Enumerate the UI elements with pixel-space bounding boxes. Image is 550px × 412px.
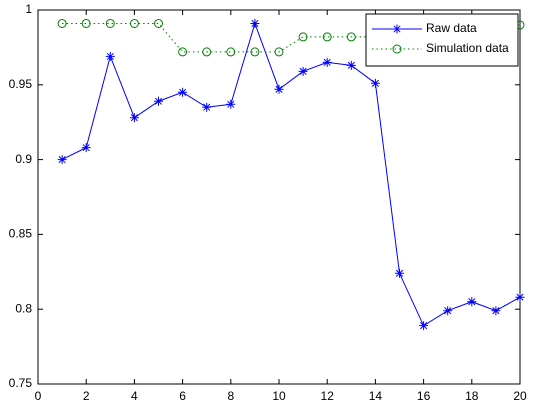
marker-circle	[226, 47, 236, 57]
x-tick-label: 4	[131, 389, 138, 403]
legend-marker	[392, 44, 402, 54]
legend-label: Simulation data	[426, 41, 509, 55]
x-tick-label: 14	[369, 389, 383, 403]
x-tick-label: 20	[513, 389, 527, 403]
marker-star	[298, 66, 308, 76]
marker-star	[105, 51, 115, 61]
marker-star	[443, 306, 453, 316]
marker-circle	[81, 18, 91, 28]
marker-star	[178, 87, 188, 97]
marker-star	[57, 155, 67, 165]
marker-circle	[105, 18, 115, 28]
marker-circle	[250, 47, 260, 57]
marker-star	[250, 18, 260, 28]
y-tick-label: 1	[25, 2, 32, 16]
marker-star	[395, 268, 404, 278]
legend-box	[365, 13, 519, 67]
legend-marker	[392, 24, 402, 34]
x-tick-label: 6	[179, 389, 186, 403]
marker-star	[467, 297, 477, 307]
marker-circle	[129, 18, 139, 28]
x-tick-label: 10	[272, 389, 286, 403]
marker-star	[274, 84, 284, 94]
series-line	[61, 21, 521, 327]
y-tick-label: 0.85	[9, 227, 33, 241]
marker-circle	[202, 47, 212, 57]
marker-circle	[298, 32, 308, 42]
marker-star	[515, 292, 525, 302]
marker-circle	[322, 32, 332, 42]
x-tick-label: 8	[227, 389, 234, 403]
y-tick-label: 0.8	[15, 301, 32, 315]
x-tick-label: 2	[83, 389, 90, 403]
y-tick-label: 0.9	[15, 152, 32, 166]
legend-label: Raw data	[426, 21, 477, 35]
marker-star	[419, 321, 429, 331]
marker-star	[370, 78, 380, 88]
marker-star	[322, 57, 332, 67]
marker-star	[202, 102, 212, 112]
x-tick-label: 12	[321, 389, 335, 403]
x-tick-label: 16	[417, 389, 431, 403]
legend: Raw data Simulation data	[365, 13, 519, 67]
marker-circle	[346, 32, 356, 42]
marker-star	[154, 96, 163, 106]
marker-star	[491, 306, 501, 316]
marker-star	[129, 113, 139, 123]
x-tick-label: 0	[35, 389, 42, 403]
marker-circle	[274, 47, 284, 57]
x-tick-label: 18	[465, 389, 479, 403]
marker-star	[346, 60, 356, 70]
marker-circle	[154, 18, 163, 28]
y-tick-label: 0.95	[9, 77, 33, 91]
plot-area	[37, 9, 521, 385]
marker-star	[226, 99, 236, 109]
marker-circle	[57, 18, 67, 28]
y-tick-label: 0.75	[9, 376, 33, 390]
marker-circle	[178, 47, 188, 57]
marker-star	[81, 143, 91, 153]
